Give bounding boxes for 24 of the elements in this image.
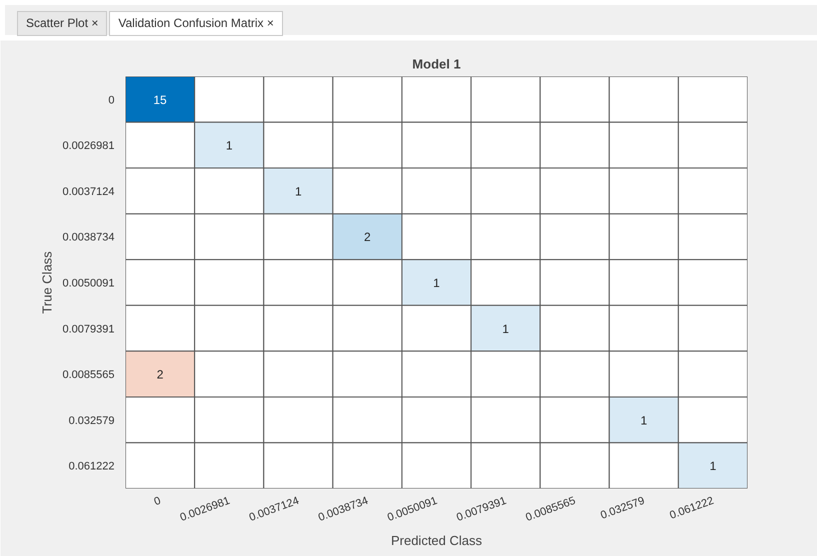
y-tick-label: 0.0037124 [62,186,114,198]
x-axis-title: Predicted Class [390,532,483,548]
y-tick-label: 0.0050091 [62,278,114,290]
data-label: 2 [156,368,164,382]
text: Validation Confusion Matrix × [109,11,283,36]
y-axis-title: True Class [40,250,54,314]
y-tick-label: 0.0038734 [62,232,114,244]
data-label: 1 [710,459,717,474]
x-tick-label: 0 [152,494,162,508]
y-tick-label: 0.032579 [68,414,115,427]
data-label: 15 [153,92,168,107]
data-label: 2 [364,230,372,244]
data-label: 1 [226,138,233,153]
y-tick-label: 0 [108,94,115,106]
text: Scatter Plot × [17,11,108,36]
y-tick-label: 0.061222 [68,460,115,473]
data-label: 1 [502,322,510,336]
data-label: 1 [294,184,302,198]
y-tick-label: 0.0026981 [62,140,114,152]
data-label: 1 [640,413,648,428]
y-tick-label: 0.0079391 [62,323,114,336]
y-tick-label: 0.0085565 [62,369,114,382]
chart-title: Model 1 [412,56,461,72]
data-label: 1 [433,276,440,290]
